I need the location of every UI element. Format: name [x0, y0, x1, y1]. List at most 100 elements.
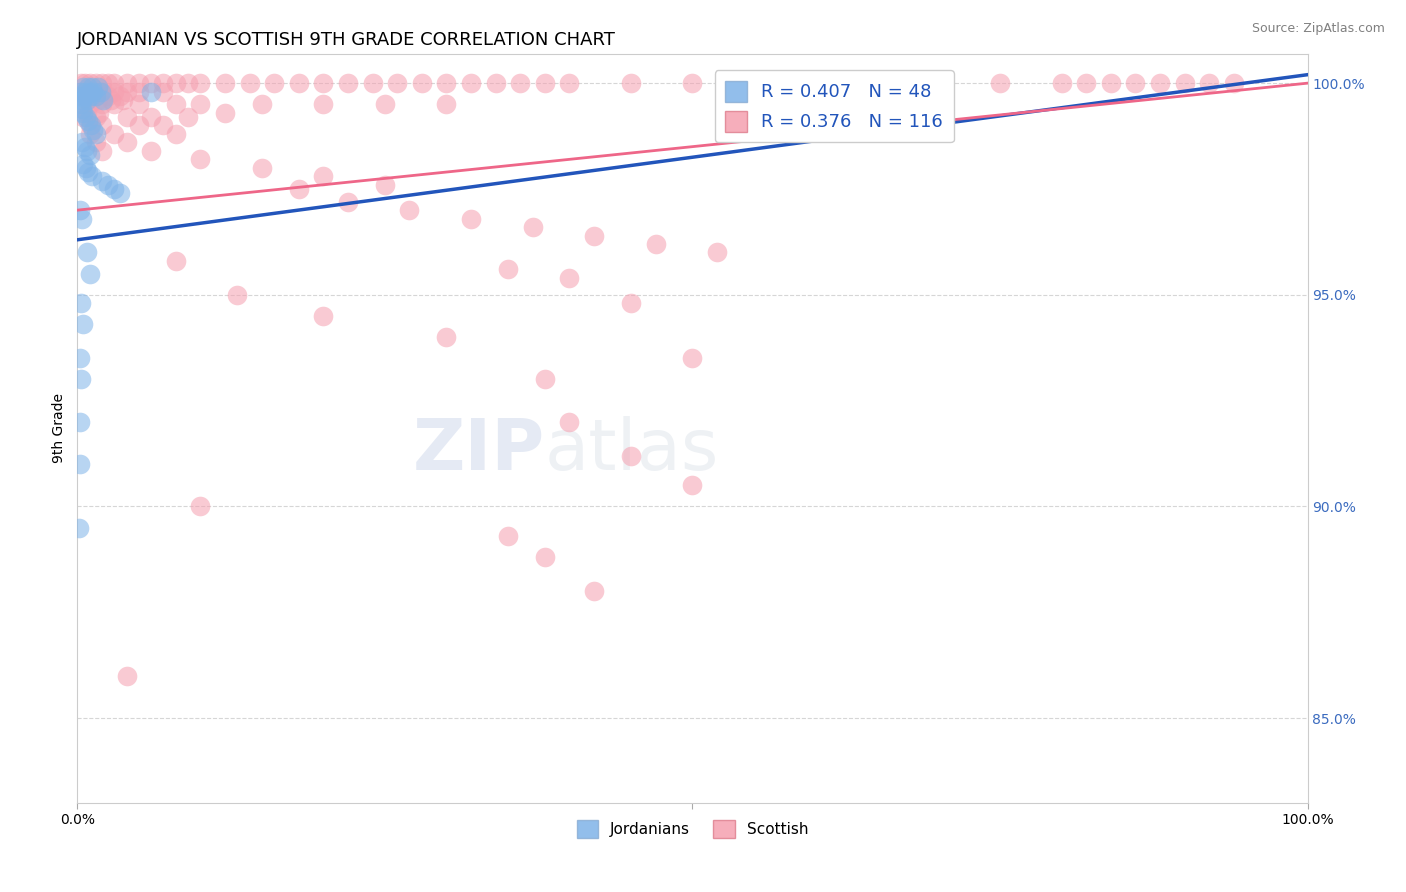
Point — [115, 85, 138, 99]
Point — [77, 165, 100, 179]
Point — [1198, 76, 1220, 90]
Point — [110, 88, 132, 103]
Point — [90, 76, 114, 90]
Point — [69, 415, 91, 429]
Point — [152, 119, 174, 133]
Point — [214, 76, 236, 90]
Point — [177, 110, 200, 124]
Point — [165, 254, 187, 268]
Point — [682, 351, 704, 366]
Point — [75, 161, 97, 175]
Point — [90, 144, 114, 158]
Point — [70, 136, 93, 150]
Point — [97, 76, 120, 90]
Point — [866, 76, 889, 90]
Point — [79, 267, 101, 281]
Point — [91, 93, 114, 107]
Point — [141, 144, 163, 158]
Point — [558, 415, 581, 429]
Point — [165, 76, 187, 90]
Point — [115, 136, 138, 150]
Point — [152, 76, 174, 90]
Point — [70, 76, 93, 90]
Point — [620, 296, 643, 310]
Point — [97, 178, 120, 192]
Point — [73, 139, 96, 153]
Point — [128, 119, 150, 133]
Point — [84, 88, 107, 103]
Point — [79, 76, 101, 90]
Point — [115, 76, 138, 90]
Point — [69, 351, 91, 366]
Point — [1076, 76, 1098, 90]
Point — [644, 237, 666, 252]
Point — [103, 97, 125, 112]
Point — [337, 76, 360, 90]
Point — [70, 97, 93, 112]
Point — [72, 156, 94, 170]
Point — [128, 76, 150, 90]
Point — [115, 110, 138, 124]
Point — [103, 127, 125, 141]
Point — [337, 194, 360, 209]
Point — [82, 122, 104, 136]
Point — [460, 211, 482, 226]
Point — [76, 245, 98, 260]
Point — [87, 80, 110, 95]
Point — [103, 85, 125, 99]
Point — [79, 97, 101, 112]
Point — [214, 105, 236, 120]
Point — [496, 262, 519, 277]
Point — [239, 76, 262, 90]
Point — [312, 76, 335, 90]
Point — [103, 182, 125, 196]
Point — [70, 102, 93, 116]
Point — [141, 110, 163, 124]
Point — [509, 76, 531, 90]
Text: Source: ZipAtlas.com: Source: ZipAtlas.com — [1251, 22, 1385, 36]
Point — [374, 97, 396, 112]
Point — [485, 76, 508, 90]
Point — [1099, 76, 1122, 90]
Point — [75, 93, 97, 107]
Point — [77, 80, 100, 95]
Point — [374, 178, 396, 192]
Point — [558, 76, 581, 90]
Point — [79, 119, 101, 133]
Point — [76, 93, 98, 107]
Point — [141, 76, 163, 90]
Point — [534, 76, 557, 90]
Point — [312, 97, 335, 112]
Point — [496, 529, 519, 543]
Point — [188, 153, 212, 167]
Point — [1174, 76, 1197, 90]
Point — [90, 119, 114, 133]
Point — [988, 76, 1011, 90]
Point — [188, 76, 212, 90]
Point — [72, 318, 94, 332]
Point — [82, 80, 104, 95]
Point — [460, 76, 482, 90]
Point — [804, 76, 827, 90]
Point — [1050, 76, 1073, 90]
Point — [82, 85, 104, 99]
Point — [79, 127, 101, 141]
Point — [165, 97, 187, 112]
Point — [152, 85, 174, 99]
Point — [80, 119, 103, 133]
Point — [128, 97, 150, 112]
Point — [87, 93, 110, 107]
Point — [263, 76, 285, 90]
Point — [411, 76, 433, 90]
Point — [436, 97, 458, 112]
Point — [67, 521, 90, 535]
Point — [620, 449, 643, 463]
Point — [288, 76, 311, 90]
Point — [76, 144, 98, 158]
Point — [522, 220, 544, 235]
Point — [620, 76, 643, 90]
Point — [90, 85, 112, 99]
Point — [141, 85, 163, 99]
Point — [90, 97, 114, 112]
Point — [188, 97, 212, 112]
